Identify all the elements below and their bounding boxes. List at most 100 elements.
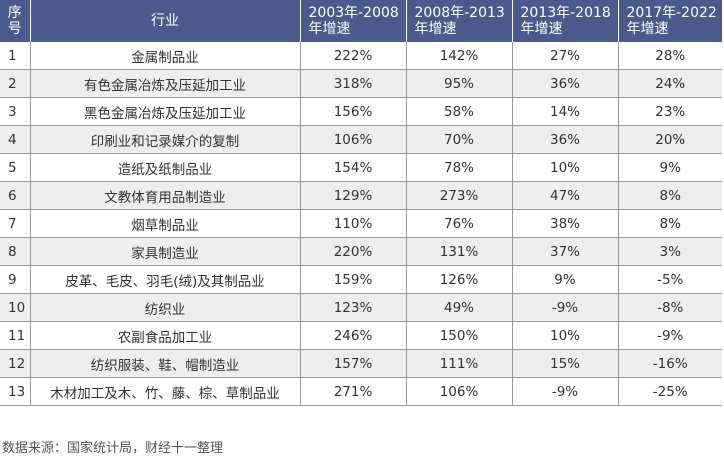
row-industry: 金属制品业 xyxy=(30,42,301,70)
row-growth-2013-2018: 47% xyxy=(512,181,619,210)
row-industry: 造纸及纸制品业 xyxy=(30,153,301,182)
header-p4-line1: 2017年-2022 xyxy=(626,5,717,21)
row-industry: 文教体育用品制造业 xyxy=(30,181,301,210)
source-note: 数据来源：国家统计局，财经十一整理 xyxy=(2,441,224,456)
row-growth-2008-2013: 150% xyxy=(406,321,513,350)
row-growth-2017-2022: -5% xyxy=(618,265,722,294)
row-growth-2003-2008: 220% xyxy=(300,237,407,266)
header-p3-line2: 年增速 xyxy=(520,21,563,37)
row-growth-2008-2013: 106% xyxy=(406,377,513,406)
row-growth-2017-2022: 8% xyxy=(618,209,722,238)
row-industry: 印刷业和记录媒介的复制 xyxy=(30,125,301,154)
row-growth-2013-2018: 15% xyxy=(512,349,619,378)
row-index: 7 xyxy=(0,209,31,238)
table-row: 10 纺织业 123% 49% -9% -8% xyxy=(0,293,722,322)
row-growth-2013-2018: 10% xyxy=(512,153,619,182)
header-industry: 行业 xyxy=(30,0,301,42)
row-growth-2017-2022: -25% xyxy=(618,377,722,406)
row-industry: 黑色金属冶炼及压延加工业 xyxy=(30,97,301,126)
row-growth-2008-2013: 49% xyxy=(406,293,513,322)
row-growth-2013-2018: 27% xyxy=(512,42,619,70)
row-growth-2017-2022: 9% xyxy=(618,153,722,182)
row-growth-2008-2013: 58% xyxy=(406,97,513,126)
table-row: 5 造纸及纸制品业 154% 78% 10% 9% xyxy=(0,153,722,182)
table-row: 4 印刷业和记录媒介的复制 106% 70% 36% 20% xyxy=(0,125,722,154)
header-p1-line2: 年增速 xyxy=(308,21,351,37)
row-growth-2017-2022: 28% xyxy=(618,42,722,70)
table-row: 11 农副食品加工业 246% 150% 10% -9% xyxy=(0,321,722,350)
row-growth-2003-2008: 271% xyxy=(300,377,407,406)
row-index: 9 xyxy=(0,265,31,294)
row-growth-2003-2008: 123% xyxy=(300,293,407,322)
row-index: 3 xyxy=(0,97,31,126)
header-index-line2: 号 xyxy=(7,21,22,37)
row-industry: 烟草制品业 xyxy=(30,209,301,238)
row-growth-2017-2022: 24% xyxy=(618,69,722,98)
row-growth-2013-2018: 36% xyxy=(512,69,619,98)
row-index: 8 xyxy=(0,237,31,266)
row-growth-2008-2013: 131% xyxy=(406,237,513,266)
row-growth-2017-2022: 23% xyxy=(618,97,722,126)
row-growth-2013-2018: 9% xyxy=(512,265,619,294)
row-index: 5 xyxy=(0,153,31,182)
row-index: 12 xyxy=(0,349,31,378)
row-growth-2013-2018: 14% xyxy=(512,97,619,126)
row-growth-2008-2013: 76% xyxy=(406,209,513,238)
table-row: 6 文教体育用品制造业 129% 273% 47% 8% xyxy=(0,181,722,210)
growth-table: 序 号 行业 2003年-2008 年增速 2008年-2013 年增速 201… xyxy=(0,0,722,406)
header-index: 序 号 xyxy=(0,0,31,42)
header-p4-line2: 年增速 xyxy=(626,21,669,37)
row-index: 10 xyxy=(0,293,31,322)
row-index: 11 xyxy=(0,321,31,350)
row-index: 6 xyxy=(0,181,31,210)
table-row: 8 家具制造业 220% 131% 37% 3% xyxy=(0,237,722,266)
row-industry: 家具制造业 xyxy=(30,237,301,266)
row-index: 2 xyxy=(0,69,31,98)
row-growth-2008-2013: 111% xyxy=(406,349,513,378)
header-period-2003-2008: 2003年-2008 年增速 xyxy=(300,0,407,42)
row-growth-2013-2018: 10% xyxy=(512,321,619,350)
row-growth-2008-2013: 95% xyxy=(406,69,513,98)
row-growth-2008-2013: 273% xyxy=(406,181,513,210)
row-industry: 木材加工及木、竹、藤、棕、草制品业 xyxy=(30,377,301,406)
row-industry: 农副食品加工业 xyxy=(30,321,301,350)
table-row: 12 纺织服装、鞋、帽制造业 157% 111% 15% -16% xyxy=(0,349,722,378)
row-growth-2008-2013: 126% xyxy=(406,265,513,294)
row-growth-2008-2013: 78% xyxy=(406,153,513,182)
row-growth-2003-2008: 154% xyxy=(300,153,407,182)
row-index: 4 xyxy=(0,125,31,154)
row-growth-2003-2008: 110% xyxy=(300,209,407,238)
row-growth-2008-2013: 70% xyxy=(406,125,513,154)
table-row: 7 烟草制品业 110% 76% 38% 8% xyxy=(0,209,722,238)
row-index: 13 xyxy=(0,377,31,406)
header-p3-line1: 2013年-2018 xyxy=(520,5,611,21)
row-growth-2003-2008: 129% xyxy=(300,181,407,210)
row-growth-2003-2008: 246% xyxy=(300,321,407,350)
header-p2-line1: 2008年-2013 xyxy=(414,5,505,21)
row-growth-2003-2008: 157% xyxy=(300,349,407,378)
header-period-2017-2022: 2017年-2022 年增速 xyxy=(618,0,722,42)
header-p2-line2: 年增速 xyxy=(414,21,457,37)
row-index: 1 xyxy=(0,42,31,70)
row-industry: 纺织业 xyxy=(30,293,301,322)
table-header-row: 序 号 行业 2003年-2008 年增速 2008年-2013 年增速 201… xyxy=(0,0,722,42)
row-growth-2003-2008: 106% xyxy=(300,125,407,154)
row-industry: 纺织服装、鞋、帽制造业 xyxy=(30,349,301,378)
row-growth-2017-2022: -9% xyxy=(618,321,722,350)
table-row: 2 有色金属冶炼及压延加工业 318% 95% 36% 24% xyxy=(0,69,722,98)
row-growth-2013-2018: 36% xyxy=(512,125,619,154)
row-growth-2003-2008: 222% xyxy=(300,42,407,70)
row-growth-2013-2018: -9% xyxy=(512,377,619,406)
table-row: 9 皮革、毛皮、羽毛(绒)及其制品业 159% 126% 9% -5% xyxy=(0,265,722,294)
row-growth-2017-2022: 3% xyxy=(618,237,722,266)
row-growth-2003-2008: 318% xyxy=(300,69,407,98)
table-row: 3 黑色金属冶炼及压延加工业 156% 58% 14% 23% xyxy=(0,97,722,126)
row-industry: 有色金属冶炼及压延加工业 xyxy=(30,69,301,98)
table-row: 1 金属制品业 222% 142% 27% 28% xyxy=(0,42,722,70)
row-growth-2003-2008: 156% xyxy=(300,97,407,126)
row-growth-2013-2018: -9% xyxy=(512,293,619,322)
row-growth-2013-2018: 37% xyxy=(512,237,619,266)
row-growth-2017-2022: 8% xyxy=(618,181,722,210)
row-industry: 皮革、毛皮、羽毛(绒)及其制品业 xyxy=(30,265,301,294)
